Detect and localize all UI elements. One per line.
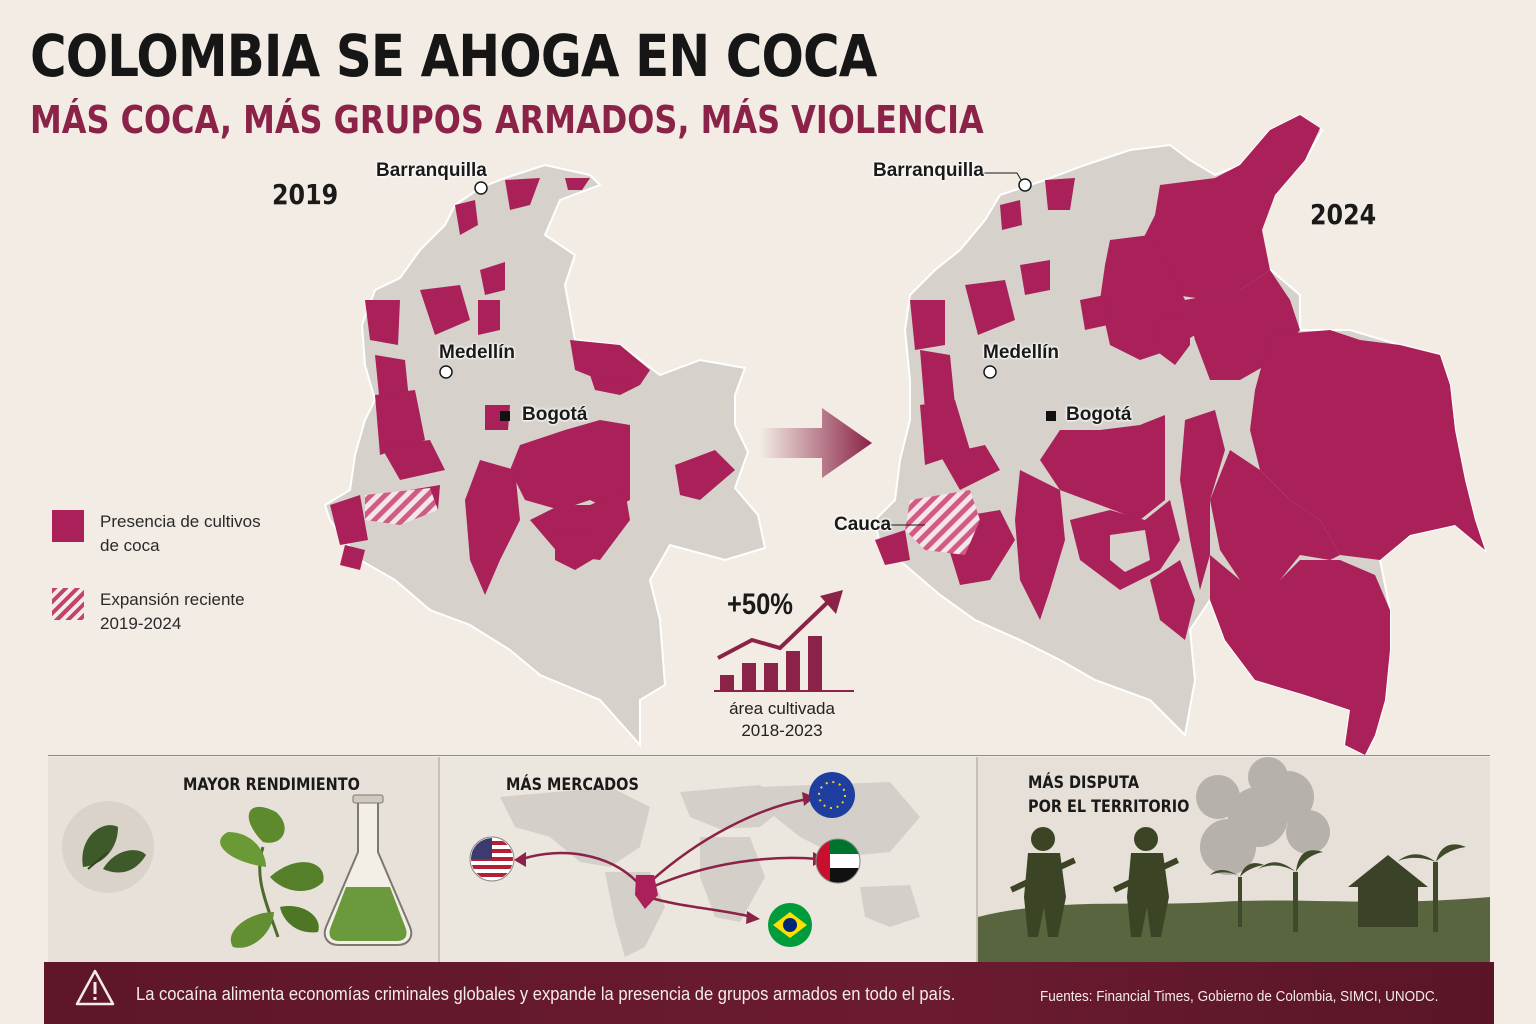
trade-routes [521,797,819,919]
soldier-silhouette-1 [1010,827,1076,937]
coca-regions-2019 [330,178,735,595]
growth-bar [742,663,756,690]
footer-message: La cocaína alimenta economías criminales… [136,984,956,1004]
panel-markets-title: MÁS MERCADOS [506,775,639,795]
legend-swatch-hatch [52,588,84,620]
stat-caption: área cultivada 2018-2023 [729,699,835,740]
panel-separator-1 [438,757,440,962]
city-label-bogota-2019: Bogotá [522,404,588,425]
eu-flag [809,772,855,818]
leaf-icon [82,825,146,873]
city-label-medellin-2019: Medellín [439,342,516,363]
legend-expansion: Expansión reciente 2019-2024 [52,588,280,636]
smoke-clouds [1196,757,1330,875]
panel-yield-title: MAYOR RENDIMIENTO [183,775,360,795]
growth-chart [720,636,822,690]
stat-value: +50% [727,588,793,621]
city-label-bogota-2024: Bogotá [1066,404,1132,425]
bogota-marker-2019 [500,411,510,421]
bogota-marker-2024 [1046,411,1056,421]
growth-bar [808,636,822,690]
warning-icon [75,969,115,1006]
panel-territory-title-line2: POR EL TERRITORIO [1028,797,1190,817]
year-label-2019: 2019 [272,178,339,211]
panel-separator-2 [976,757,978,962]
usa-flag [469,836,515,882]
legend-expansion-label: Expansión reciente 2019-2024 [100,590,245,633]
city-label-medellin-2024: Medellín [983,342,1060,363]
barranquilla-marker-2024 [1018,178,1032,192]
world-map-illustration [469,772,920,957]
uae-flag [815,838,861,884]
panel-markets: MÁS MERCADOS [440,757,976,962]
map-2024 [873,113,1488,757]
maps-graphic [323,113,1488,757]
flask-illustration [323,794,413,946]
growth-trend-arrow [717,598,832,660]
footer-banner [44,962,1494,1024]
legend-presence: Presencia de cultivos de coca [52,510,280,558]
legend-presence-label: Presencia de cultivos de coca [100,512,261,555]
footer-sources: Fuentes: Financial Times, Gobierno de Co… [1040,988,1439,1005]
soldier-silhouette-2 [1113,827,1179,937]
yield-illustration [62,794,413,948]
growth-bar [786,651,800,690]
section-divider [48,755,1490,756]
coca-regions-2024 [875,115,1485,755]
growth-bar [720,675,734,690]
colombia-origin [635,875,658,909]
brazil-flag [768,903,812,947]
growth-trend-arrowhead [820,590,843,614]
medellin-marker-2019 [439,365,453,379]
transition-arrow [760,408,872,478]
city-label-barranquilla-2019: Barranquilla [376,160,487,181]
expansion-hatch-2019 [365,488,438,525]
coca-leaves-illustration [220,806,324,948]
conflict-illustration [978,757,1490,962]
growth-bar [764,663,778,690]
map-2019 [323,163,767,748]
expansion-hatch-2024 [905,490,980,555]
year-label-2024: 2024 [1310,198,1377,231]
city-label-cauca: Cauca [834,514,892,535]
barranquilla-leader-2024 [982,172,1025,186]
medellin-marker-2024 [983,365,997,379]
page-subtitle: MÁS COCA, MÁS GRUPOS ARMADOS, MÁS VIOLEN… [30,98,984,142]
barranquilla-marker-2019 [474,181,488,195]
palm-trees [1210,844,1466,932]
city-label-barranquilla-2024: Barranquilla [873,160,984,181]
panel-yield: MAYOR RENDIMIENTO [48,757,438,962]
world-landmasses [500,782,920,957]
panel-territory: MÁS DISPUTA POR EL TERRITORIO [978,757,1490,962]
page-title: COLOMBIA SE AHOGA EN COCA [30,22,877,90]
panel-territory-title-line1: MÁS DISPUTA [1028,773,1140,793]
hut-silhouette [1348,855,1428,927]
legend-swatch-solid [52,510,84,542]
